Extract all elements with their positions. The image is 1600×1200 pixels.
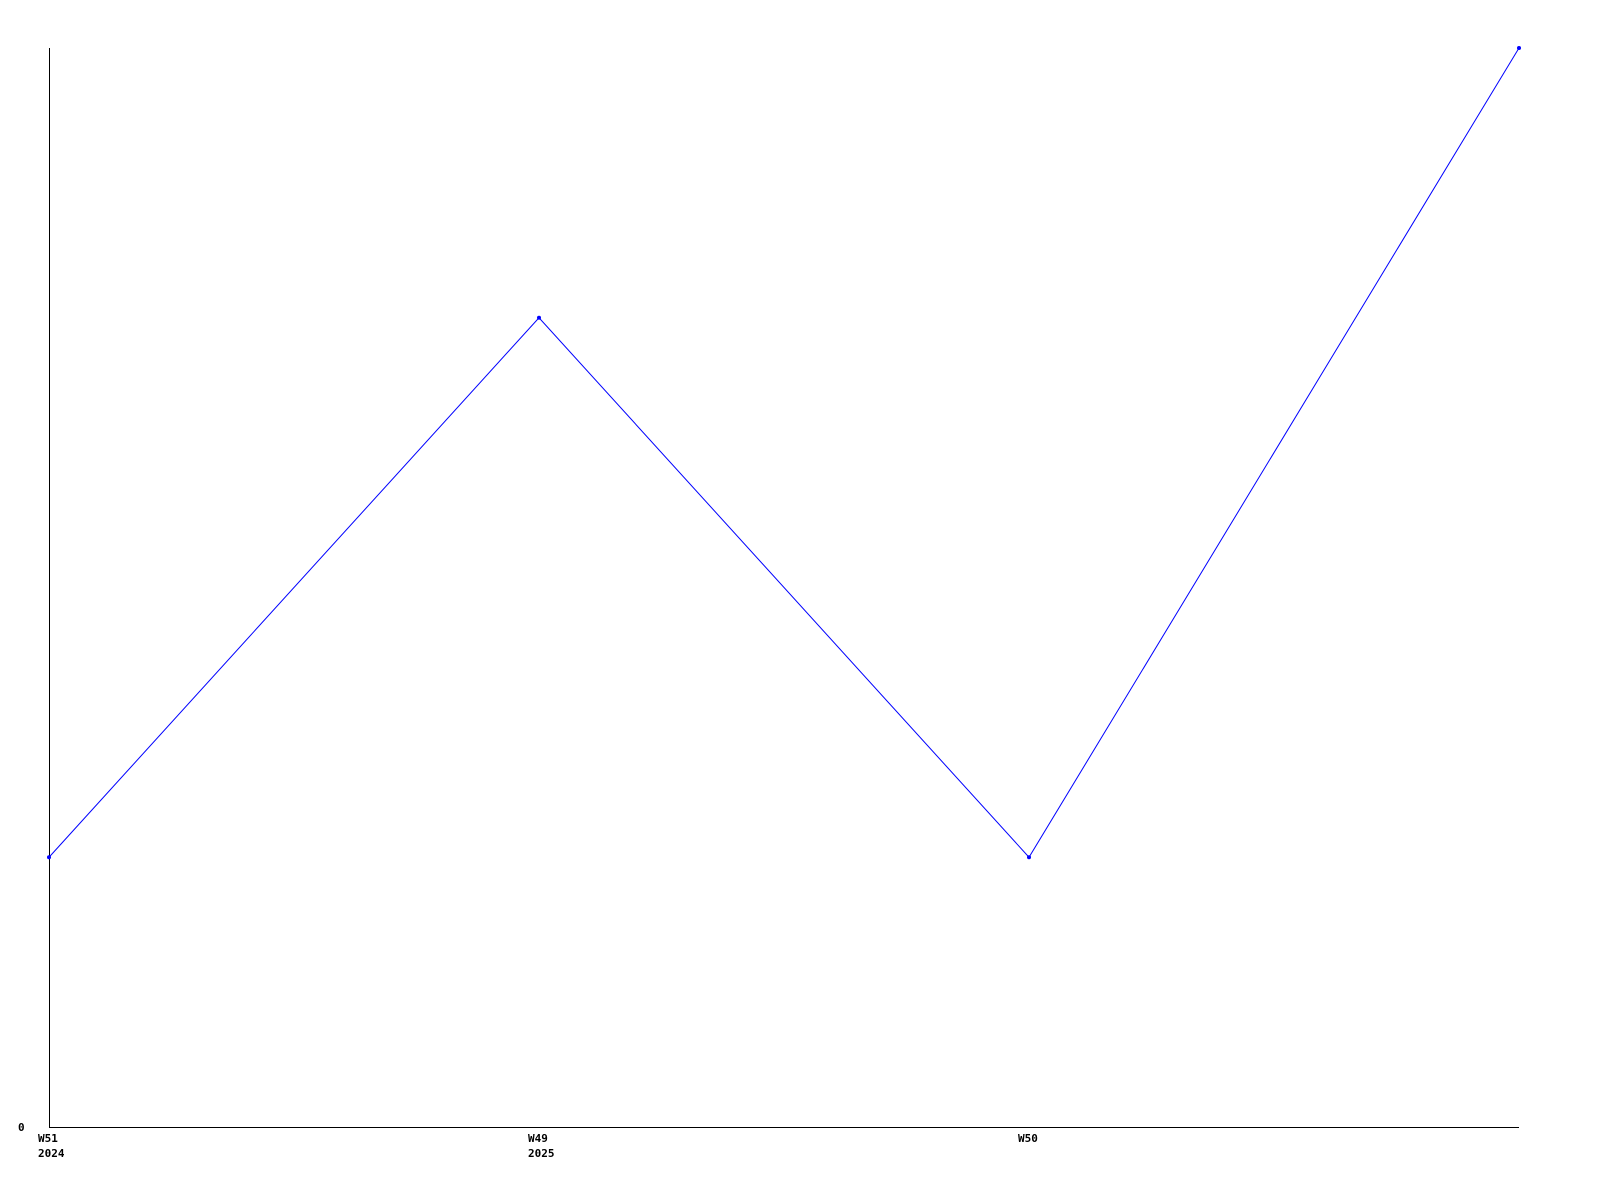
data-point [537, 315, 541, 320]
x-tick-label-year: 2025 [528, 1147, 555, 1160]
data-point [1517, 46, 1521, 50]
data-point [1027, 855, 1031, 860]
x-tick-label-week: W50 [1018, 1132, 1038, 1145]
x-tick-label-week: W51 [38, 1132, 58, 1145]
x-tick-label-week: W49 [528, 1132, 548, 1145]
x-tick-label-year: 2024 [38, 1147, 65, 1160]
y-tick-label: 0 [18, 1121, 25, 1134]
series-line [48, 47, 1520, 859]
data-point [47, 855, 51, 860]
